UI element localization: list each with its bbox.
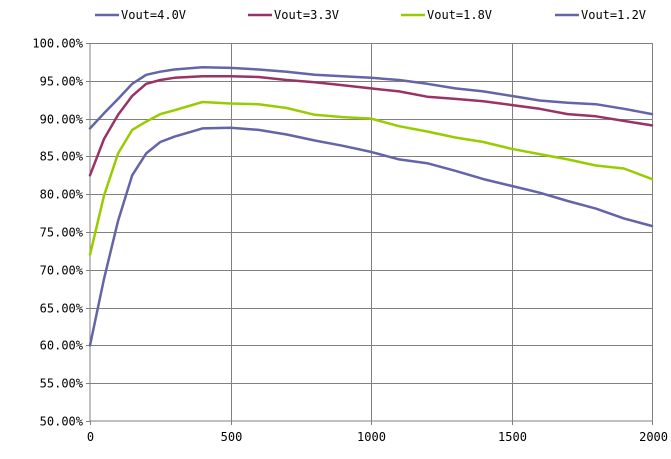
x-tick-label: 1500 [498, 430, 527, 444]
y-tick-label: 95.00% [40, 75, 84, 89]
series-lines [88, 65, 654, 347]
series-line-3 [88, 100, 654, 256]
y-axis-ticks: 50.00% 55.00% 60.00% 65.00% 70.00% 75.00% 80.0… [32, 37, 90, 429]
y-tick-label: 100.00% [32, 37, 83, 51]
y-tick-label: 50.00% [40, 415, 84, 429]
y-tick-label: 80.00% [40, 188, 84, 202]
x-tick-label: 2000 [639, 430, 668, 444]
y-tick-label: 90.00% [40, 113, 84, 127]
legend: Vout=4.0V Vout=3.3V Vout=1.8V Vout=1.2V [95, 8, 646, 22]
y-tick-label: 55.00% [40, 377, 84, 391]
y-tick-label: 75.00% [40, 226, 84, 240]
x-axis-ticks: 0 500 1000 1500 2000 [87, 421, 668, 444]
legend-label-4: Vout=1.2V [581, 8, 646, 22]
y-tick-label: 65.00% [40, 302, 84, 316]
legend-label-3: Vout=1.8V [427, 8, 492, 22]
legend-label-2: Vout=3.3V [274, 8, 339, 22]
x-tick-label: 500 [221, 430, 243, 444]
series-line-2 [88, 75, 654, 177]
x-tick-label: 1000 [357, 430, 386, 444]
legend-label-1: Vout=4.0V [121, 8, 186, 22]
y-tick-label: 85.00% [40, 150, 84, 164]
y-tick-label: 60.00% [40, 339, 84, 353]
series-line-4 [88, 126, 654, 347]
series-line-1 [88, 65, 654, 130]
x-tick-label: 0 [87, 430, 94, 444]
grid-lines [90, 43, 653, 421]
y-tick-label: 70.00% [40, 264, 84, 278]
